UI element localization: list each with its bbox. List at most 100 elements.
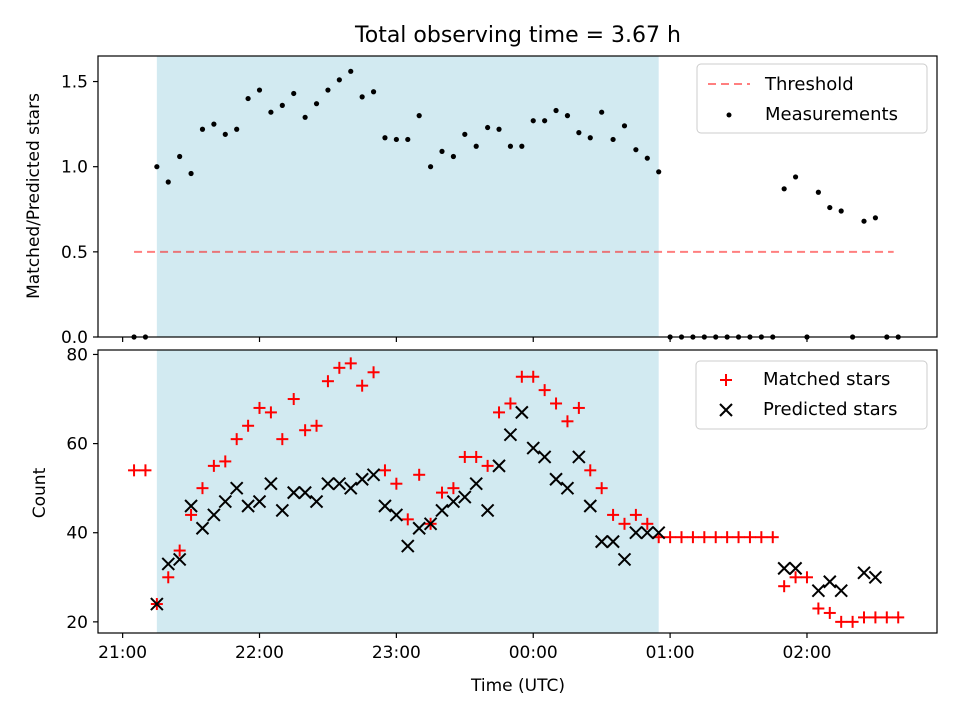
ratio-y-tick-label: 0.0 xyxy=(61,328,88,348)
counts-y-tick-label: 20 xyxy=(66,613,88,633)
counts-legend: Matched stars Predicted stars xyxy=(695,360,928,430)
predicted-star-point xyxy=(868,570,883,584)
matched-star-point xyxy=(778,580,791,593)
matched-star-point xyxy=(869,611,882,624)
measurement-point xyxy=(427,164,434,170)
counts-y-tick-label: 60 xyxy=(66,435,88,455)
measurement-point xyxy=(519,143,525,149)
legend-measurements-label: Measurements xyxy=(765,104,898,125)
predicted-star-point xyxy=(606,534,620,549)
measurement-point xyxy=(861,218,867,224)
matched-star-point xyxy=(527,370,540,383)
measurement-point xyxy=(439,148,445,154)
matched-star-point xyxy=(470,450,483,463)
matched-star-point xyxy=(196,482,209,495)
counts-y-tick-label: 80 xyxy=(66,345,88,365)
predicted-star-point xyxy=(435,503,449,518)
measurement-point xyxy=(576,130,582,136)
matched-star-point xyxy=(435,486,448,499)
measurement-point xyxy=(302,114,308,120)
matched-star-point xyxy=(572,401,585,414)
matched-star-point xyxy=(686,531,699,544)
matched-star-point xyxy=(128,464,141,477)
predicted-star-point xyxy=(560,481,575,495)
matched-star-point xyxy=(356,379,369,392)
matched-star-point xyxy=(538,384,551,397)
predicted-star-point xyxy=(195,521,210,535)
measurement-point xyxy=(154,164,160,170)
measurement-point xyxy=(621,123,628,129)
measurement-point xyxy=(644,155,650,161)
panel-ratio: 0.0 0.5 1.0 1.5 Matched/Predicted stars Thr… xyxy=(24,55,938,348)
predicted-star-point xyxy=(537,450,552,464)
matched-star-point xyxy=(413,468,426,481)
legend-predicted-swatch xyxy=(719,403,733,417)
predicted-star-point xyxy=(332,476,347,491)
matched-star-point xyxy=(800,571,813,584)
ratio-points xyxy=(131,68,901,340)
matched-star-point xyxy=(185,508,198,521)
counts-x-axis: 21:00 22:00 23:00 00:00 01:00 02:00 xyxy=(98,633,831,663)
predicted-star-point xyxy=(218,494,232,509)
matched-star-point xyxy=(584,464,597,477)
measurement-point xyxy=(542,118,548,124)
predicted-star-point xyxy=(252,494,267,509)
matched-star-point xyxy=(458,450,471,463)
measurement-point xyxy=(222,131,228,137)
matched-star-point xyxy=(835,615,848,628)
measurement-point xyxy=(633,147,639,153)
matched-star-point xyxy=(823,606,836,619)
matched-star-point xyxy=(846,615,859,628)
predicted-star-point xyxy=(344,481,358,495)
measurement-point xyxy=(245,95,251,102)
predicted-star-point xyxy=(389,508,404,522)
matched-star-point xyxy=(629,508,642,521)
predicted-star-point xyxy=(480,503,495,518)
predicted-star-point xyxy=(572,450,586,464)
matched-star-point xyxy=(698,531,711,544)
counts-y-axis: 20 40 60 80 xyxy=(66,345,98,633)
predicted-star-point xyxy=(617,552,632,567)
predicted-star-point xyxy=(526,441,540,455)
measurement-point xyxy=(462,131,468,137)
predicted-star-point xyxy=(366,468,381,482)
predicted-star-point xyxy=(423,517,438,531)
measurement-point xyxy=(564,113,571,119)
measurement-point xyxy=(268,109,274,115)
predicted-star-point xyxy=(823,575,837,589)
predicted-star-point xyxy=(834,583,848,598)
matched-star-point xyxy=(561,415,574,428)
matched-star-point xyxy=(242,419,255,432)
measurement-point xyxy=(393,136,399,143)
measurement-point xyxy=(507,143,514,149)
measurement-point xyxy=(872,215,879,221)
matched-star-point xyxy=(504,397,517,410)
measurement-point xyxy=(827,204,833,211)
counts-points xyxy=(128,357,905,628)
matched-star-point xyxy=(447,482,460,495)
predicted-star-point xyxy=(857,566,871,580)
matched-star-point xyxy=(709,531,722,544)
predicted-star-point xyxy=(651,526,666,540)
measurement-point xyxy=(359,94,365,100)
measurement-point xyxy=(496,126,502,132)
predicted-star-point xyxy=(788,561,803,576)
predicted-star-point xyxy=(458,490,472,504)
predicted-star-point xyxy=(287,485,301,500)
predicted-star-point xyxy=(640,526,655,540)
measurement-point xyxy=(815,189,821,195)
matched-star-point xyxy=(607,508,620,521)
ratio-y-axis: 0.0 0.5 1.0 1.5 xyxy=(61,73,98,348)
measurement-point xyxy=(313,101,320,107)
matched-star-point xyxy=(287,393,300,406)
counts-x-tick-label: 02:00 xyxy=(782,643,831,663)
matched-star-point xyxy=(515,370,528,383)
matched-star-point xyxy=(675,531,688,544)
measurement-point xyxy=(325,87,331,93)
predicted-star-point xyxy=(150,597,164,611)
matched-star-point xyxy=(401,513,414,526)
counts-x-tick-label: 21:00 xyxy=(98,643,147,663)
matched-star-point xyxy=(812,602,825,615)
